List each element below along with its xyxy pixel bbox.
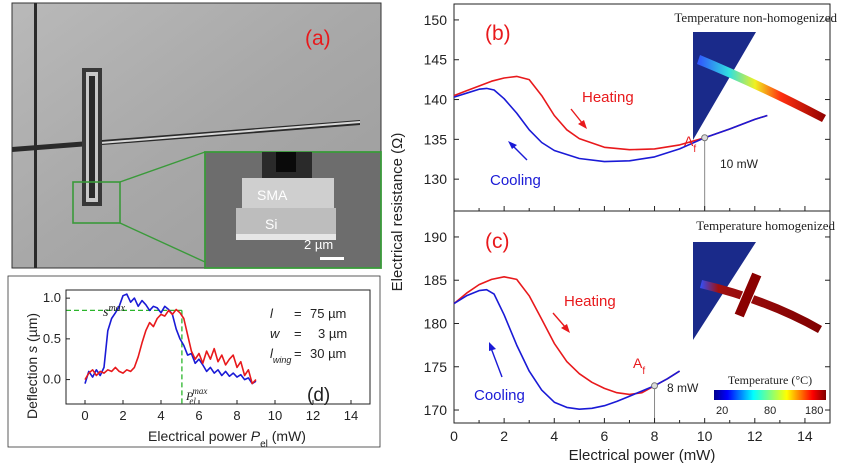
param-table: l = 75 µm w = 3 µm lwing = 30 µm: [270, 306, 347, 365]
heating-curve-c: [453, 275, 681, 396]
power-xtick-label: 10: [697, 428, 713, 444]
af-marker-c: [651, 382, 659, 390]
deflection-xtick-label: 12: [306, 408, 320, 423]
cooling-label-b: Cooling: [490, 172, 541, 189]
deflection-xtick-label: 0: [81, 408, 88, 423]
deflection-ylabel: Deflection s (µm): [24, 313, 40, 419]
wing-c: [733, 271, 763, 319]
svg-text:=: =: [294, 326, 302, 341]
cooling-arrow-b: [508, 141, 528, 161]
colorbar-title: Temperature (°C): [728, 373, 812, 387]
zoom-box: [72, 181, 121, 224]
cooling-arrow-c: [489, 342, 503, 378]
deflection-ytick-label: 1.0: [43, 290, 61, 305]
cooling-curve-c: [453, 288, 681, 411]
heating-arrow-b: [570, 108, 587, 129]
resistance-ytick-label-b: 135: [424, 131, 448, 147]
substrate-b: [693, 32, 756, 140]
deflection-plot: 0 2 4 6 8 10 12 14 0.0 0.5 1.0: [43, 289, 371, 423]
resistance-ytick-label-b: 150: [424, 12, 448, 28]
pelmax-label: Pmax el: [185, 386, 207, 406]
power-xlabel: Electrical power (mW): [569, 447, 716, 464]
resistance-ytick-label-c: 185: [424, 272, 448, 288]
colorbar-tick-1: 80: [764, 405, 776, 417]
heating-label-c: Heating: [564, 293, 616, 310]
resistance-ytick-label-b: 140: [424, 92, 448, 108]
beam-c: [700, 280, 822, 333]
colorbar-tick-2: 180: [805, 405, 823, 417]
deflection-ytick-label: 0.0: [43, 372, 61, 387]
marker-label-c: 8 mW: [667, 381, 699, 395]
power-xtick-label: 12: [747, 428, 763, 444]
af-label-b: Af: [684, 133, 696, 155]
panel-a: SMA Si 2 µm (a): [11, 2, 382, 269]
resistance-ytick-label-c: 170: [424, 402, 448, 418]
power-xtick-label: 6: [601, 428, 609, 444]
resistance-plot-c: [453, 275, 681, 423]
deflection-series-red: [84, 308, 257, 385]
smax-label: smax: [103, 303, 126, 321]
marker-label-b: 10 mW: [720, 157, 759, 171]
note-b: Temperature non-homogenized: [674, 10, 837, 25]
inset-label-sma: SMA: [257, 187, 288, 203]
temperature-colorbar: Temperature (°C) 20 80 180: [714, 373, 826, 417]
resistance-ytick-label-c: 175: [424, 359, 448, 375]
simulation-inset-c: [693, 242, 822, 340]
svg-text:30 µm: 30 µm: [310, 346, 346, 361]
panel-bc: 130 135 140 145 150 170 175 180 185 190 0 2 4 6 8 10 12 1…: [389, 3, 837, 464]
colorbar-tick-0: 20: [716, 405, 728, 417]
panel-c-frame: [453, 210, 831, 424]
panel-d-frame: [7, 275, 381, 448]
note-c: Temperature homogenized: [696, 218, 835, 233]
inset-label-si: Si: [265, 216, 277, 232]
resistance-ytick-label-b: 145: [424, 52, 448, 68]
colorbar-gradient: [714, 390, 826, 400]
scale-bar: [320, 257, 344, 260]
heating-arrow-c: [552, 312, 570, 333]
power-xtick-label: 0: [450, 428, 458, 444]
sem-beam-vertical: [34, 3, 37, 268]
resistance-ylabel: Electrical resistance (Ω): [389, 133, 406, 292]
resistance-ytick-label-c: 190: [424, 229, 448, 245]
simulation-inset-b: [693, 32, 826, 140]
deflection-xtick-label: 8: [233, 408, 240, 423]
svg-text:75 µm: 75 µm: [310, 306, 346, 321]
af-marker-b: [701, 134, 709, 142]
deflection-axes: [65, 289, 371, 405]
svg-text:=: =: [294, 346, 302, 361]
panel-label-c: (c): [485, 230, 510, 253]
svg-text:3 µm: 3 µm: [318, 326, 347, 341]
deflection-xlabel: Electrical power Pel (mW): [148, 428, 306, 450]
deflection-ytick-label: 0.5: [43, 331, 61, 346]
deflection-xtick-label: 2: [119, 408, 126, 423]
svg-text:l: l: [270, 306, 274, 321]
power-xtick-label: 8: [651, 428, 659, 444]
sem-inset: SMA Si 2 µm: [204, 151, 382, 269]
power-xtick-label: 14: [797, 428, 813, 444]
panel-label-b: (b): [485, 22, 511, 45]
scale-bar-label: 2 µm: [304, 237, 333, 252]
svg-text:=: =: [294, 306, 302, 321]
panel-label-d: (d): [307, 385, 330, 406]
cooling-label-c: Cooling: [474, 387, 525, 404]
resistance-ytick-label-b: 130: [424, 171, 448, 187]
deflection-xtick-label: 6: [195, 408, 202, 423]
deflection-xtick-label: 4: [157, 408, 164, 423]
resistance-plot-b: [453, 75, 768, 211]
power-xtick-label: 2: [500, 428, 508, 444]
deflection-xtick-label: 10: [268, 408, 282, 423]
power-xtick-label: 4: [550, 428, 558, 444]
panel-d: 0 2 4 6 8 10 12 14 0.0 0.5 1.0 Deflection s (µm) E…: [7, 275, 381, 450]
beam-b: [697, 55, 826, 122]
af-label-c: Af: [633, 355, 645, 377]
deflection-xtick-label: 14: [344, 408, 358, 423]
resistance-ytick-label-c: 180: [424, 315, 448, 331]
svg-text:w: w: [270, 326, 281, 341]
panel-label-a: (a): [305, 27, 331, 50]
svg-text:lwing: lwing: [270, 346, 291, 365]
heating-label-b: Heating: [582, 89, 634, 106]
